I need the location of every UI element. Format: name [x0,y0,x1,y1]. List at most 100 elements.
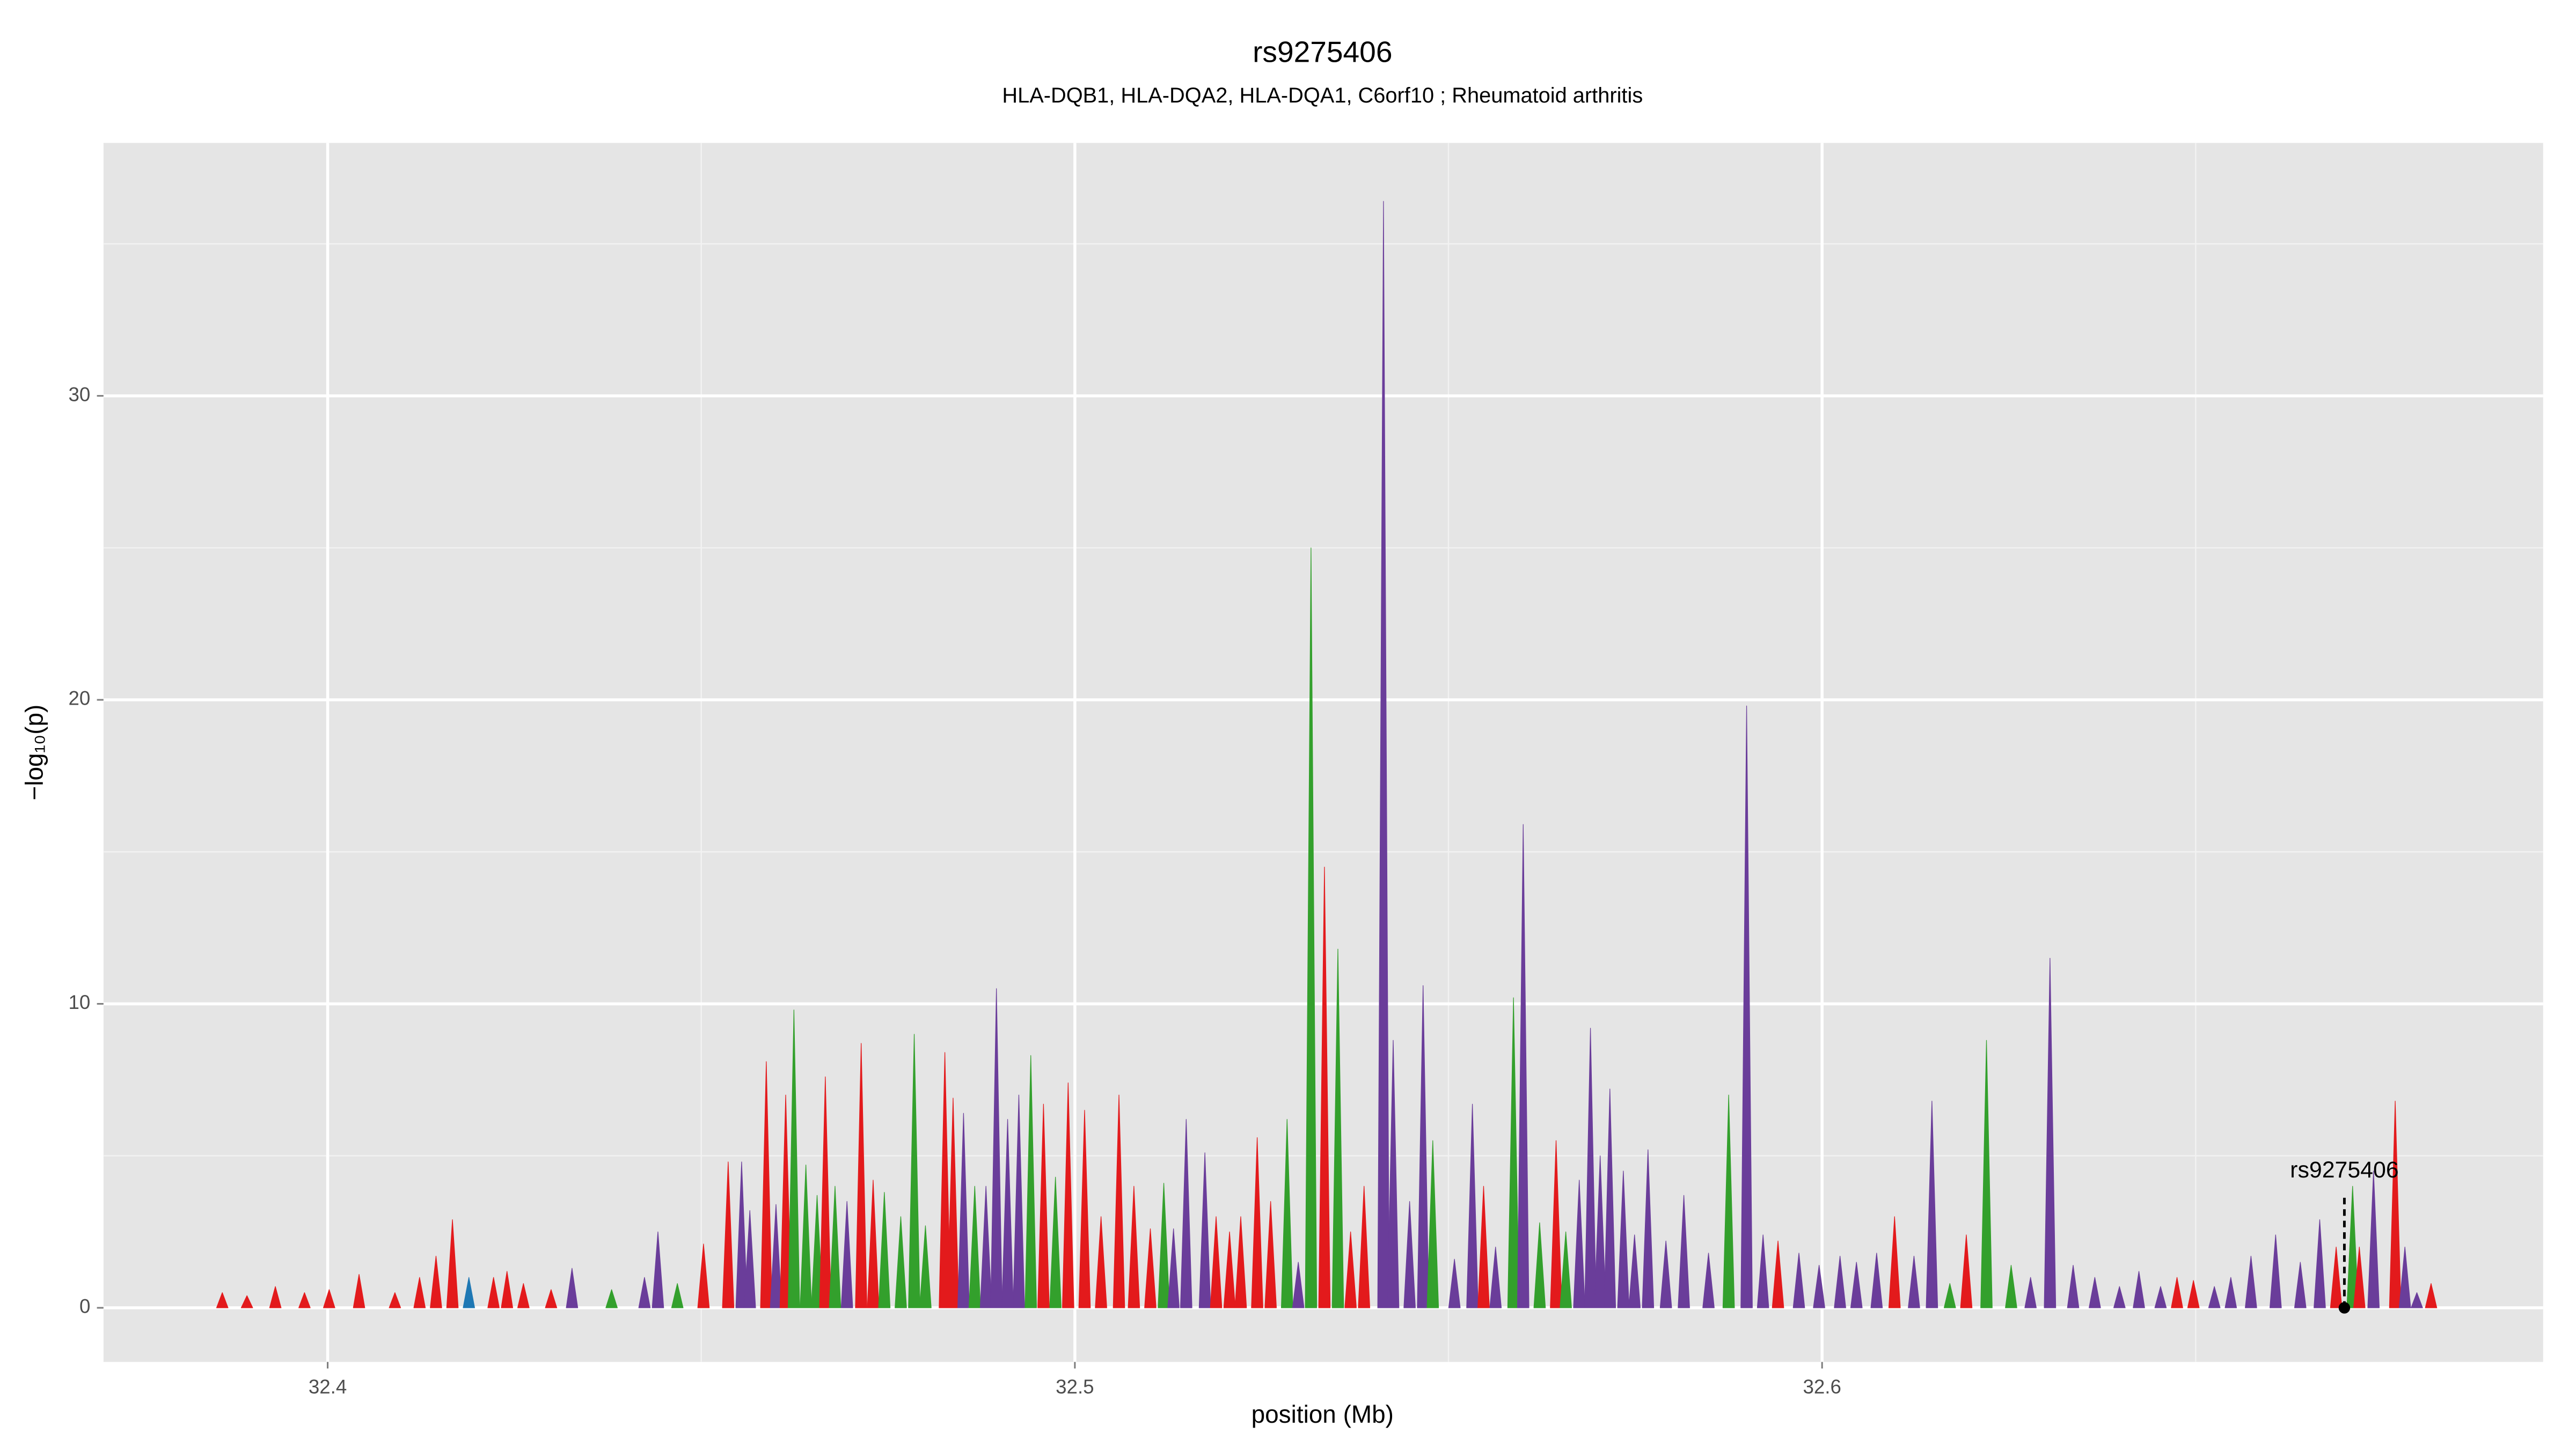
signal-peak [2367,1170,2380,1308]
signal-peak [1772,1240,1784,1308]
signal-peak [1013,1094,1025,1308]
signal-peak [2389,1101,2402,1308]
signal-peak [638,1277,651,1308]
signal-peak [463,1277,475,1308]
signal-peak [501,1271,514,1308]
signal-peak [878,1192,891,1308]
signal-peak [353,1274,365,1308]
signal-peak [1234,1216,1247,1308]
signal-peak [2113,1286,2126,1308]
signal-peak [1049,1176,1062,1308]
signal-peak [2154,1286,2167,1308]
signal-peak [487,1277,500,1308]
signal-peak [1344,1231,1357,1308]
signal-peak [1466,1103,1479,1308]
y-axis-label: −log₁₀(p) [20,705,48,801]
signal-peak [216,1292,229,1308]
signal-peak [1757,1234,1769,1308]
signal-peak [2269,1234,2282,1308]
signal-peak [2425,1283,2438,1308]
annotation-label: rs9275406 [2290,1157,2398,1183]
signal-peak [2089,1277,2101,1308]
signal-peak [2294,1262,2307,1308]
signal-peak [1331,948,1344,1308]
signal-peak [1702,1253,1715,1308]
signal-peak [1128,1185,1140,1308]
signal-peak [1980,1040,1993,1308]
signal-peak [1888,1216,1901,1308]
signal-peak [968,1185,981,1308]
signal-peak [1037,1103,1050,1308]
signal-peak [605,1289,618,1308]
y-tick-label: 30 [69,383,91,405]
signal-peak [1507,997,1520,1308]
signal-peak [430,1256,442,1308]
signal-peak [1659,1240,1672,1308]
signal-peak [1678,1195,1690,1308]
annotation-point [2338,1302,2351,1314]
signal-peak [1628,1234,1641,1308]
signal-peak [957,1113,970,1308]
signal-peak [1517,824,1529,1308]
signal-peak [389,1292,401,1308]
signal-peak [652,1231,664,1308]
signal-peak [1448,1258,1461,1308]
signal-peak [2005,1265,2017,1308]
labels: 32.4 32.5 32.6 0 10 20 30 rs9275406 [69,383,2399,1397]
signal-peak [1305,547,1318,1308]
signal-peak [2224,1277,2237,1308]
signal-peak [413,1277,426,1308]
marks [216,201,2438,1308]
signal-peak [298,1292,311,1308]
signal-peak [819,1076,832,1308]
x-tick-label: 32.6 [1803,1375,1841,1397]
signal-peak [2133,1271,2145,1308]
signal-peak [517,1283,530,1308]
signal-peak [1604,1088,1616,1308]
signal-peak [1387,1040,1400,1308]
signal-peak [779,1094,792,1308]
signal-peak [1489,1247,1502,1308]
x-tick-label: 32.4 [309,1375,347,1397]
signal-peak [2353,1247,2366,1308]
signal-peak [1740,705,1753,1308]
signal-peak [760,1061,773,1308]
signal-peak [2187,1280,2200,1308]
signal-peak [1144,1228,1157,1308]
signal-peak [1426,1140,1439,1308]
signal-peak [1722,1094,1735,1308]
signal-peak [2024,1277,2037,1308]
signal-peak [1870,1253,1883,1308]
signal-peak [240,1295,253,1308]
signal-peak [908,1034,920,1308]
signal-peak [2314,1219,2326,1308]
signal-peak [1210,1216,1223,1308]
signal-peak [1617,1170,1630,1308]
signal-peak [1167,1228,1180,1308]
signal-peak [566,1268,579,1308]
signal-peak [697,1243,710,1308]
signal-peak [1926,1101,1938,1308]
signal-peak [1158,1183,1170,1308]
signal-peak [1792,1253,1805,1308]
signal-peak [1377,201,1390,1308]
signal-peak [2346,1185,2359,1308]
signal-peak [1280,1119,1293,1308]
signal-peak [829,1185,841,1308]
signal-peak [2208,1286,2221,1308]
x-tick-label: 32.5 [1056,1375,1094,1397]
signal-peak [939,1052,951,1308]
signal-peak [545,1289,558,1308]
signal-peak [840,1201,853,1308]
signal-peak [735,1161,748,1308]
signal-peak [1594,1155,1606,1308]
signal-peak [1850,1262,1863,1308]
signal-peak [855,1043,867,1308]
signal-peak [947,1097,960,1308]
signal-peak [1113,1094,1125,1308]
signal-peak [919,1225,932,1308]
y-tick-label: 10 [69,991,91,1013]
signal-peak [800,1165,812,1308]
